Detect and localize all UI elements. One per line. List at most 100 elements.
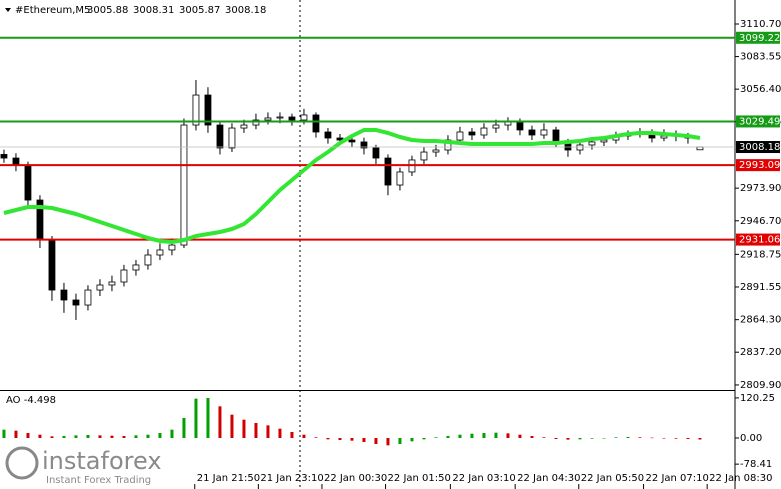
ao-title: AO -4.498 xyxy=(6,395,56,406)
x-tick-label: 22 Jan 08:30 xyxy=(709,473,772,484)
candle-body xyxy=(696,146,704,151)
header-low: 3005.87 xyxy=(179,5,220,16)
candle-body xyxy=(192,94,200,126)
x-tick-label: 22 Jan 01:50 xyxy=(388,473,451,484)
candle-body xyxy=(0,154,8,159)
watermark-title: instaforex xyxy=(42,447,162,475)
ao-bar xyxy=(374,438,378,444)
ao-bar xyxy=(518,434,522,438)
watermark-subtitle: Instant Forex Trading xyxy=(46,475,151,486)
ao-bar xyxy=(362,438,366,442)
candle-body xyxy=(264,117,272,121)
ao-bar xyxy=(278,428,282,438)
candle-body xyxy=(468,131,476,136)
candle-body xyxy=(540,129,548,136)
ao-bar xyxy=(134,435,138,438)
candle-body xyxy=(528,129,536,136)
ao-bar xyxy=(206,398,210,438)
candle-body xyxy=(420,151,428,161)
ao-bar xyxy=(146,434,150,438)
ao-bar xyxy=(182,418,186,438)
ao-bar xyxy=(38,434,42,438)
candle-body xyxy=(132,264,140,271)
candle-body xyxy=(180,124,188,246)
ao-bar xyxy=(290,432,294,438)
ao-bar xyxy=(26,433,30,438)
ao-bar xyxy=(266,425,270,438)
level-label: 3099.22 xyxy=(739,33,780,44)
ao-bar xyxy=(62,436,66,438)
level-label-bg xyxy=(736,233,780,246)
ao-bar xyxy=(698,438,702,440)
x-tick-label: 21 Jan 23:10 xyxy=(260,473,323,484)
candle-body xyxy=(48,239,56,291)
candle-body xyxy=(12,157,20,166)
y-tick-label: 2946.70 xyxy=(740,216,781,227)
y-tick-label: 3056.40 xyxy=(740,84,781,95)
last-price-bg xyxy=(736,141,780,154)
y-tick-label: 2891.55 xyxy=(740,282,781,293)
candle-body xyxy=(552,129,560,143)
candle-body xyxy=(324,131,332,139)
level-label-bg xyxy=(736,31,780,44)
candle-body xyxy=(240,124,248,129)
header-close: 3008.18 xyxy=(225,5,266,16)
ao-bar xyxy=(602,438,606,439)
ao-bar xyxy=(2,429,6,438)
watermark: instaforex Instant Forex Trading xyxy=(0,442,180,489)
last-price-label: 3008.18 xyxy=(739,142,780,153)
ao-bar xyxy=(338,438,342,440)
ao-bar xyxy=(458,434,462,438)
ao-bar xyxy=(554,438,558,439)
x-tick-label: 22 Jan 05:50 xyxy=(581,473,644,484)
candle-body xyxy=(588,141,596,146)
header-open: 3005.88 xyxy=(87,5,128,16)
x-tick-label: 22 Jan 03:10 xyxy=(452,473,515,484)
ao-bar xyxy=(314,437,318,438)
moving-average xyxy=(3,128,701,244)
y-tick-label: 120.25 xyxy=(740,393,775,404)
ao-bar xyxy=(470,433,474,438)
chart-title: #Ethereum,M5 xyxy=(15,5,90,16)
candle-body xyxy=(108,281,116,286)
x-tick-label: 22 Jan 04:30 xyxy=(517,473,580,484)
y-tick-label: 3110.70 xyxy=(740,19,781,30)
ao-bar xyxy=(578,438,582,440)
ao-bar xyxy=(158,433,162,438)
candle-body xyxy=(204,94,212,126)
candle-body xyxy=(60,289,68,301)
ao-bar xyxy=(86,435,90,438)
ao-bar xyxy=(506,433,510,438)
candle-body xyxy=(516,121,524,131)
y-tick-label: 2918.75 xyxy=(740,249,781,260)
ao-bar xyxy=(590,438,594,439)
ao-bar xyxy=(386,438,390,446)
ao-bar xyxy=(530,436,534,438)
candle-body xyxy=(480,127,488,136)
candle-body xyxy=(252,119,260,126)
candle-body xyxy=(144,254,152,266)
candle-body xyxy=(504,121,512,126)
candle-body xyxy=(300,114,308,121)
ao-bar xyxy=(662,438,666,439)
ao-bar xyxy=(242,419,246,438)
ao-bar xyxy=(98,435,102,438)
candle-body xyxy=(660,135,668,139)
candle-body xyxy=(216,124,224,149)
ao-bar xyxy=(254,423,258,438)
candle-body xyxy=(396,171,404,186)
ao-bar xyxy=(674,438,678,439)
watermark-logo xyxy=(5,446,39,480)
candle-body xyxy=(276,116,284,119)
candle-body xyxy=(492,124,500,129)
candle-body xyxy=(96,284,104,291)
ao-bar xyxy=(350,438,354,441)
candle-body xyxy=(72,299,80,306)
candle-body xyxy=(600,139,608,143)
ao-bar xyxy=(194,398,198,438)
header-high: 3008.31 xyxy=(133,5,174,16)
y-tick-label: 2864.30 xyxy=(740,315,781,326)
candle-body xyxy=(576,144,584,151)
ao-bar xyxy=(482,433,486,438)
